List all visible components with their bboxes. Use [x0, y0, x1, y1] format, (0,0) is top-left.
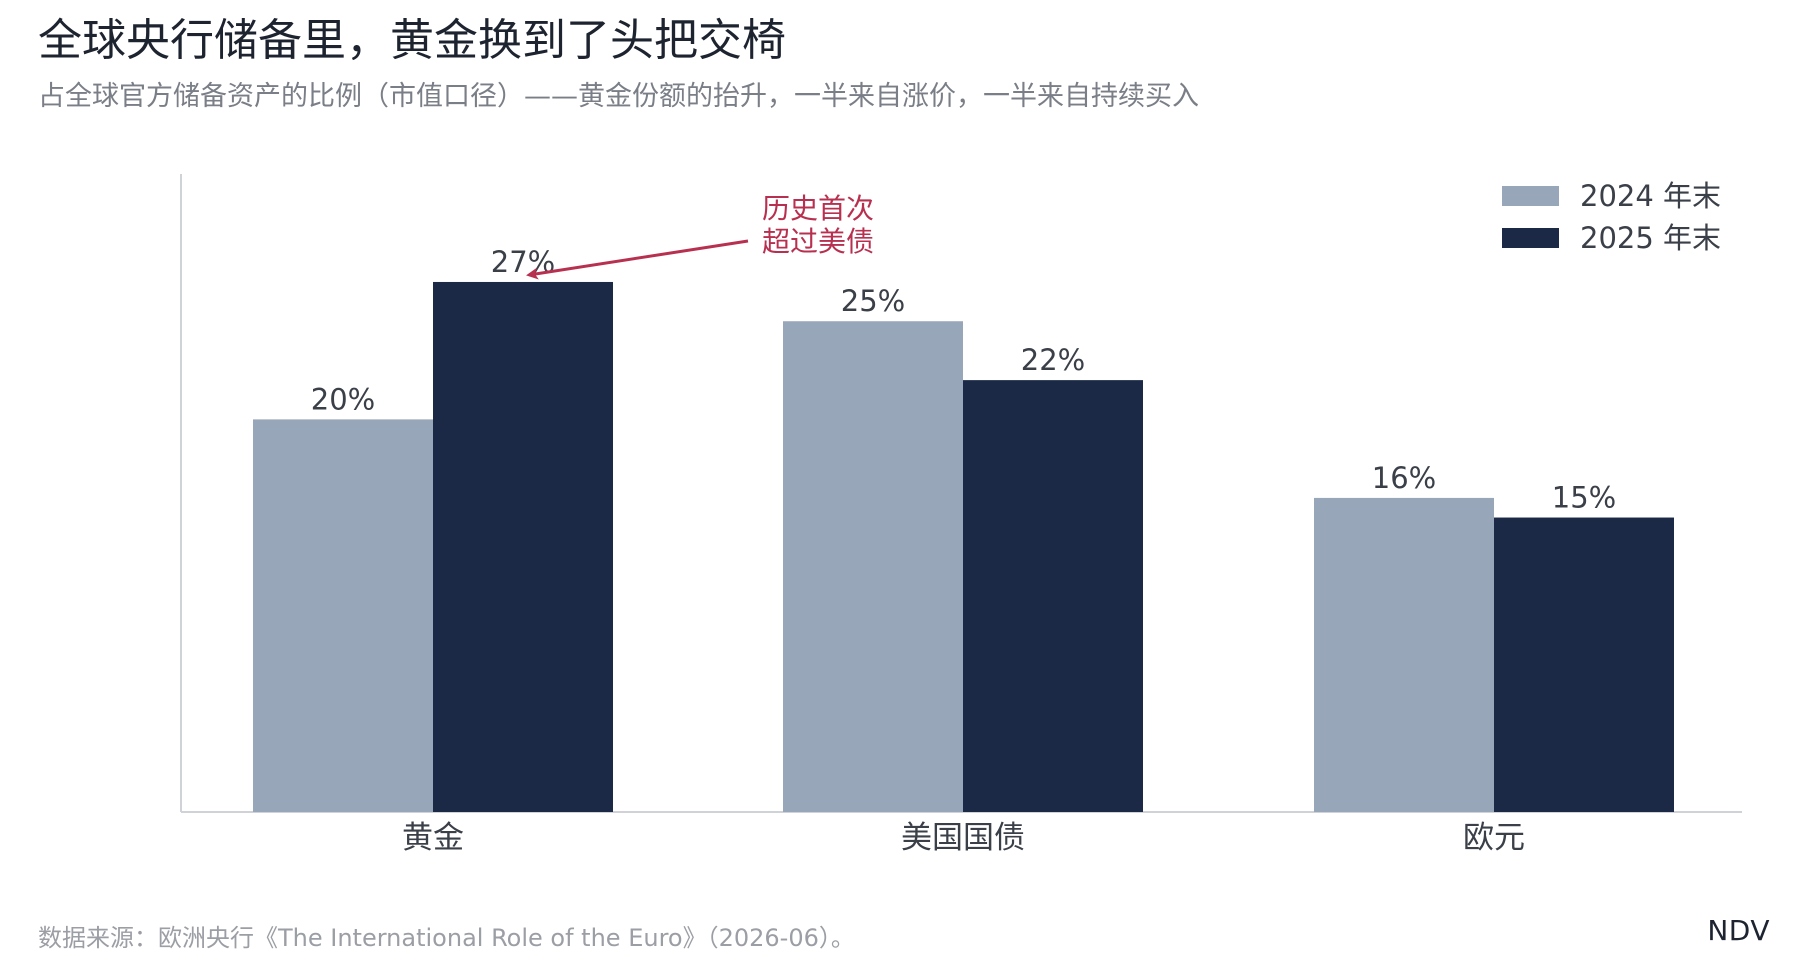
annotation-line-0: 历史首次: [762, 192, 874, 225]
page-subtitle: 占全球官方储备资产的比例（市值口径）——黄金份额的抬升，一半来自涨价，一半来自持…: [38, 81, 1199, 112]
page-title: 全球央行储备里，黄金换到了头把交椅: [38, 15, 786, 66]
bar-2-1: [1494, 517, 1674, 812]
value-label-2-0: 16%: [1372, 461, 1436, 495]
category-label-0: 黄金: [402, 820, 464, 856]
legend: 2024 年末 2025 年末: [1502, 179, 1721, 255]
bar-1-0: [783, 321, 963, 812]
bar-1-1: [963, 380, 1143, 812]
annotation-line-1: 超过美债: [762, 225, 874, 258]
bar-0-1: [433, 281, 613, 812]
source-note: 数据来源：欧洲央行《The International Role of the …: [38, 924, 855, 952]
legend-label-1: 2025 年末: [1580, 221, 1721, 255]
brand-logo-text: NDV: [1707, 914, 1770, 947]
value-label-0-0: 20%: [311, 382, 375, 416]
bars-group: [253, 281, 1674, 812]
value-label-2-1: 15%: [1552, 481, 1616, 515]
legend-swatch-1: [1502, 228, 1559, 248]
bar-0-0: [253, 419, 433, 812]
annotation-arrow: [526, 239, 749, 280]
value-label-1-0: 25%: [841, 284, 905, 318]
bar-2-0: [1314, 497, 1494, 812]
legend-swatch-0: [1502, 186, 1559, 206]
value-label-1-1: 22%: [1021, 343, 1085, 377]
category-label-1: 美国国债: [901, 820, 1025, 856]
category-label-2: 欧元: [1463, 820, 1525, 856]
legend-label-0: 2024 年末: [1580, 179, 1721, 213]
